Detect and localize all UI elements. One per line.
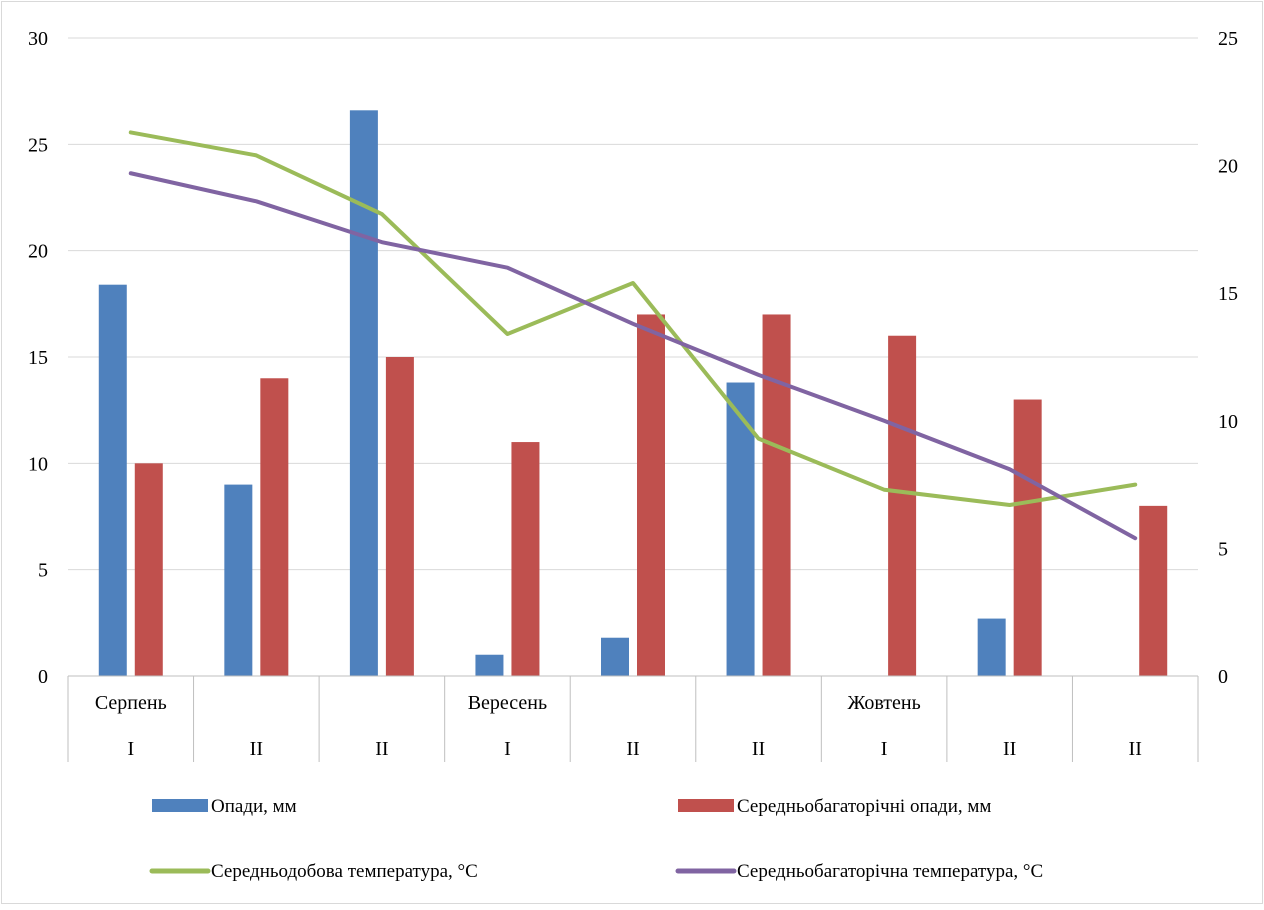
bar-precipitation <box>475 654 504 676</box>
bars <box>98 110 1168 677</box>
bar-precipitation <box>601 637 629 676</box>
x-decade-label: II <box>752 738 765 760</box>
bar-precipitation <box>98 284 127 676</box>
y-right-tick-label: 0 <box>1218 666 1228 688</box>
y-right-tick-label: 15 <box>1218 283 1238 305</box>
x-decade-label: II <box>375 738 388 760</box>
x-decade-label: II <box>1129 738 1142 760</box>
bar-avg-precipitation <box>134 463 163 676</box>
legend-label: Середньобагаторічні опади, мм <box>737 796 991 817</box>
bar-avg-precipitation <box>888 335 917 676</box>
legend: Опади, мм Середньобагаторічні опади, мм Се… <box>149 796 1043 882</box>
legend-label: Середньобагаторічна температура, °С <box>737 861 1043 882</box>
x-month-label: Вересень <box>468 692 547 714</box>
gridlines <box>68 37 1198 571</box>
y-left-tick-label: 10 <box>28 453 48 475</box>
x-month-label: Серпень <box>95 692 167 714</box>
bar-avg-precipitation <box>1139 505 1168 676</box>
y-left-tick-label: 15 <box>28 347 48 369</box>
legend-swatch <box>152 799 208 812</box>
y-left-tick-label: 0 <box>38 666 48 688</box>
x-decade-label: II <box>1003 738 1016 760</box>
y-left-tick-label: 20 <box>28 241 48 263</box>
bar-precipitation <box>726 382 755 676</box>
bar-precipitation <box>349 110 378 677</box>
x-decade-label: I <box>881 738 888 760</box>
y-left-tick-label: 30 <box>28 28 48 50</box>
y-right-tick-label: 20 <box>1218 156 1238 178</box>
bar-precipitation <box>224 484 253 676</box>
y-left-tick-label: 25 <box>28 134 48 156</box>
lines <box>128 130 1138 541</box>
y-left-tick-label: 5 <box>38 560 48 582</box>
legend-label: Середньодобова температура, °С <box>211 861 478 882</box>
x-month-label: Жовтень <box>847 692 920 714</box>
bar-avg-precipitation <box>385 357 414 676</box>
line-avg-temperature <box>128 171 1138 541</box>
x-decade-label: I <box>127 738 134 760</box>
legend-label: Опади, мм <box>211 796 297 817</box>
x-decade-label: I <box>504 738 511 760</box>
bar-avg-precipitation <box>637 314 665 676</box>
y-right-tick-label: 5 <box>1218 538 1228 560</box>
bar-avg-precipitation <box>1013 399 1042 676</box>
line-daily-temperature <box>128 130 1138 508</box>
legend-swatch <box>678 799 734 812</box>
x-decade-label: II <box>626 738 639 760</box>
bar-avg-precipitation <box>762 314 791 676</box>
bar-avg-precipitation <box>511 442 540 676</box>
y-right-tick-label: 10 <box>1218 411 1238 433</box>
y-right-tick-label: 25 <box>1218 28 1238 50</box>
bar-avg-precipitation <box>260 378 289 676</box>
x-decade-label: II <box>250 738 263 760</box>
bar-precipitation <box>977 618 1006 676</box>
